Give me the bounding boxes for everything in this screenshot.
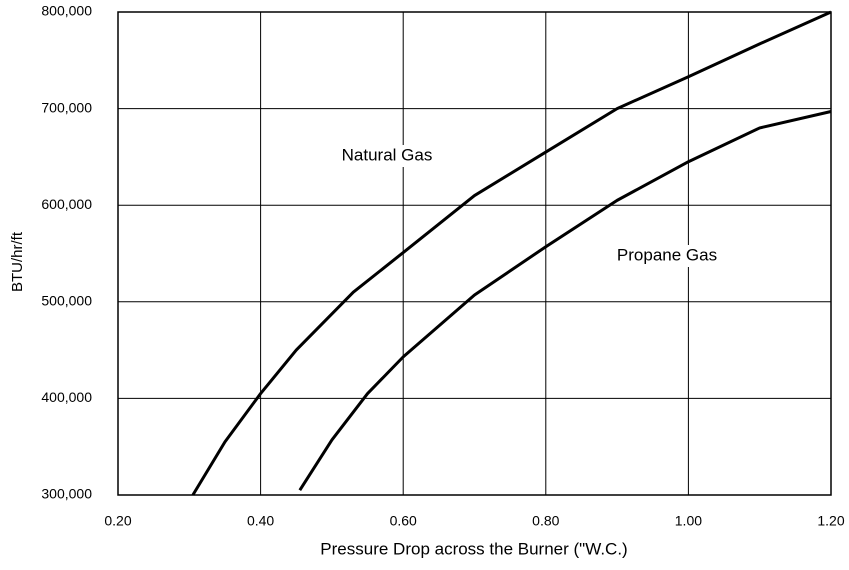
plot-border (117, 11, 832, 496)
x-tick-label: 0.40 (247, 513, 274, 529)
label-background (331, 145, 443, 167)
y-tick-label: 600,000 (41, 196, 92, 212)
label-background (611, 245, 723, 267)
data-line (191, 10, 832, 496)
y-axis-label: BTU/hr/ft (9, 231, 26, 292)
y-tick-label: 400,000 (41, 389, 92, 405)
series-label: Propane Gas (617, 245, 717, 264)
x-tick-label: 1.00 (675, 513, 702, 529)
x-tick-label: 0.80 (532, 513, 559, 529)
y-tick-label: 300,000 (41, 486, 92, 502)
x-tick-label: 1.20 (817, 513, 844, 529)
x-axis-label: Pressure Drop across the Burner ("W.C.) (320, 539, 627, 558)
x-tick-label: 0.60 (390, 513, 417, 529)
x-tick-label: 0.20 (104, 513, 131, 529)
series-label: Natural Gas (342, 145, 433, 164)
data-line (298, 110, 832, 491)
y-tick-label: 500,000 (41, 293, 92, 309)
y-tick-label: 800,000 (41, 3, 92, 19)
y-tick-label: 700,000 (41, 99, 92, 115)
